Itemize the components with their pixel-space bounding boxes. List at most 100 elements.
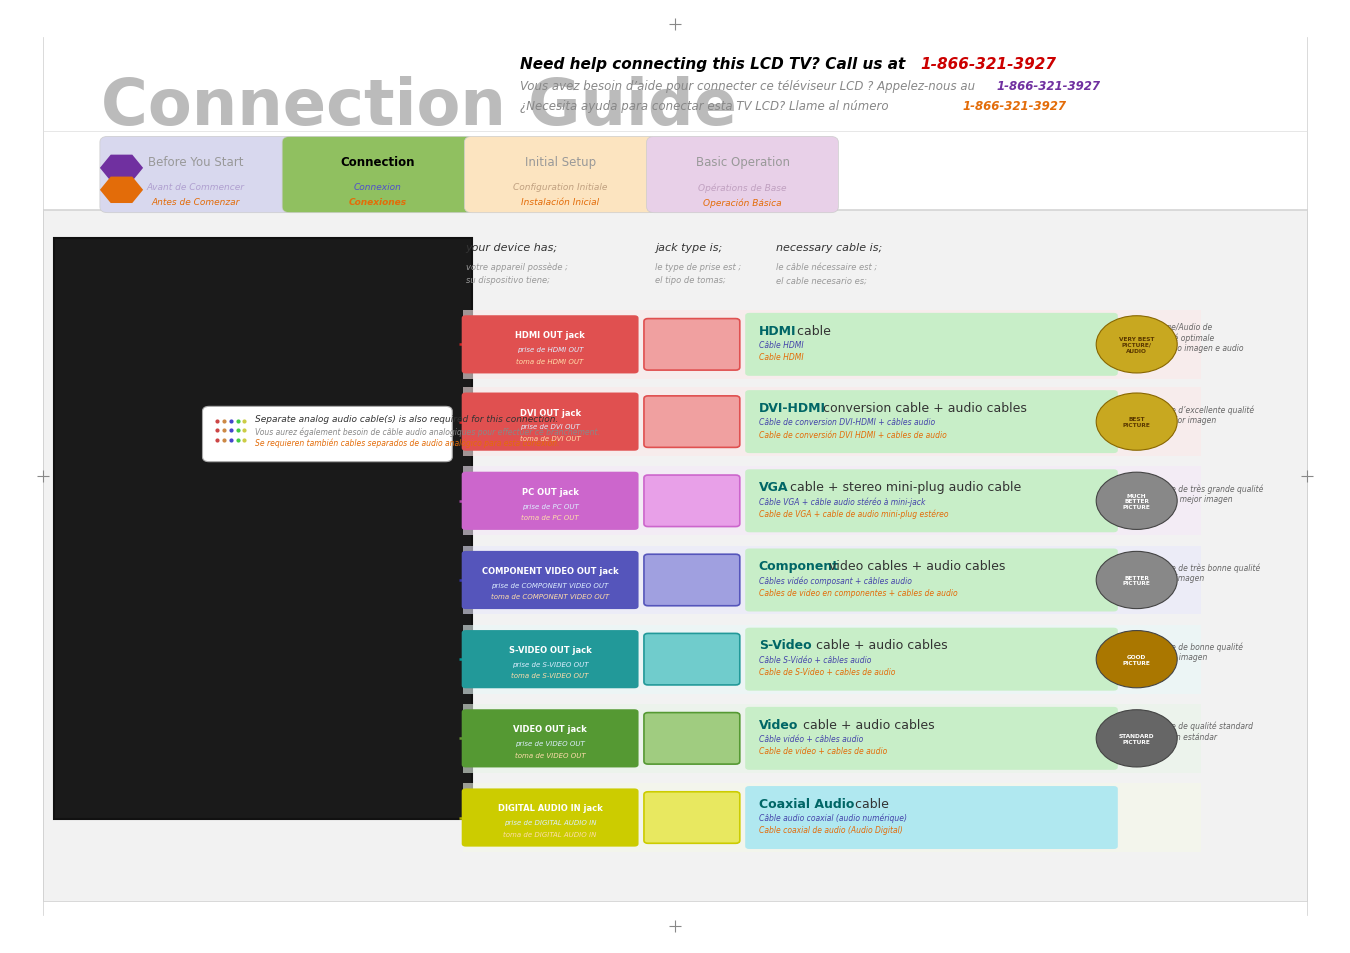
Text: toma de PC OUT: toma de PC OUT [521, 515, 579, 520]
FancyBboxPatch shape [463, 546, 1202, 615]
Text: cable: cable [850, 797, 888, 810]
FancyBboxPatch shape [745, 470, 1118, 533]
Text: Image de très grande qualité
Mucha mejor imagen: Image de très grande qualité Mucha mejor… [1152, 484, 1262, 503]
Text: video cables + audio cables: video cables + audio cables [825, 559, 1006, 573]
FancyBboxPatch shape [644, 792, 740, 843]
FancyBboxPatch shape [745, 549, 1118, 612]
FancyBboxPatch shape [463, 783, 1202, 852]
Text: Configuration Initiale: Configuration Initiale [513, 183, 608, 192]
Text: Video: Video [759, 718, 798, 731]
Text: STANDARD
PICTURE: STANDARD PICTURE [1119, 733, 1154, 744]
FancyBboxPatch shape [745, 314, 1118, 376]
Text: Cables de video en componentes + cables de audio: Cables de video en componentes + cables … [759, 588, 957, 598]
Text: el cable necesario es;: el cable necesario es; [776, 276, 867, 285]
Text: su dispositivo tiene;: su dispositivo tiene; [466, 276, 549, 285]
FancyBboxPatch shape [745, 628, 1118, 691]
Text: Câbles vidéo composant + câbles audio: Câbles vidéo composant + câbles audio [759, 576, 911, 585]
Text: cable + audio cables: cable + audio cables [813, 639, 948, 652]
Text: Câble S-Vidéo + câbles audio: Câble S-Vidéo + câbles audio [759, 655, 871, 664]
Text: Connection: Connection [340, 155, 416, 169]
Text: prise de S-VIDEO OUT: prise de S-VIDEO OUT [512, 661, 589, 667]
Text: Initial Setup: Initial Setup [525, 155, 595, 169]
Text: toma de DIGITAL AUDIO IN: toma de DIGITAL AUDIO IN [504, 831, 597, 837]
Text: le câble nécessaire est ;: le câble nécessaire est ; [776, 263, 878, 272]
FancyBboxPatch shape [745, 786, 1118, 849]
FancyBboxPatch shape [463, 625, 1202, 694]
Text: Opérations de Base: Opérations de Base [698, 183, 787, 193]
Text: DIGITAL AUDIO IN jack: DIGITAL AUDIO IN jack [498, 803, 602, 813]
Text: HDMI OUT jack: HDMI OUT jack [516, 331, 585, 340]
Text: MUCH
BETTER
PICTURE: MUCH BETTER PICTURE [1123, 493, 1150, 510]
Text: Câble HDMI: Câble HDMI [759, 340, 803, 350]
Text: DVI OUT jack: DVI OUT jack [520, 408, 580, 417]
FancyBboxPatch shape [462, 551, 639, 610]
Text: S-VIDEO OUT jack: S-VIDEO OUT jack [509, 645, 591, 655]
Text: Basic Operation: Basic Operation [695, 155, 790, 169]
Text: 1-866-321-3927: 1-866-321-3927 [963, 99, 1066, 112]
Text: Image de très bonne qualité
Mejor imagen: Image de très bonne qualité Mejor imagen [1152, 563, 1260, 582]
Text: Câble de conversion DVI-HDMI + câbles audio: Câble de conversion DVI-HDMI + câbles au… [759, 417, 934, 427]
Text: COMPONENT VIDEO OUT jack: COMPONENT VIDEO OUT jack [482, 566, 618, 576]
Text: Connection Guide: Connection Guide [101, 76, 737, 138]
Text: Se requieren también cables separados de audio analógico para esta conexión.: Se requieren también cables separados de… [255, 438, 560, 448]
Text: el tipo de tomas;: el tipo de tomas; [655, 276, 726, 285]
Text: Image de bonne qualité
Buena imagen: Image de bonne qualité Buena imagen [1152, 642, 1242, 661]
Text: Câble VGA + câble audio stéréo à mini-jack: Câble VGA + câble audio stéréo à mini-ja… [759, 497, 925, 506]
Text: prise de DIGITAL AUDIO IN: prise de DIGITAL AUDIO IN [504, 820, 597, 825]
FancyBboxPatch shape [462, 473, 639, 531]
Text: 1-866-321-3927: 1-866-321-3927 [921, 56, 1057, 71]
Text: 1-866-321-3927: 1-866-321-3927 [996, 79, 1100, 92]
Circle shape [1096, 552, 1177, 609]
FancyBboxPatch shape [462, 393, 639, 451]
Text: Need help connecting this LCD TV? Call us at: Need help connecting this LCD TV? Call u… [520, 56, 910, 71]
Text: BEST
PICTURE: BEST PICTURE [1123, 416, 1150, 428]
Text: Vous aurez également besoin de câble audio analogiques pour effectuer ce branche: Vous aurez également besoin de câble aud… [255, 427, 599, 436]
Text: ¿Necesita ayuda para conectar esta TV LCD? Llame al número: ¿Necesita ayuda para conectar esta TV LC… [520, 99, 892, 112]
Text: Coaxial Audio: Coaxial Audio [759, 797, 855, 810]
FancyBboxPatch shape [463, 388, 1202, 456]
Text: toma de COMPONENT VIDEO OUT: toma de COMPONENT VIDEO OUT [491, 594, 609, 599]
FancyBboxPatch shape [644, 634, 740, 685]
Text: Câble vidéo + câbles audio: Câble vidéo + câbles audio [759, 734, 863, 743]
Text: votre appareil possède ;: votre appareil possède ; [466, 262, 568, 272]
FancyBboxPatch shape [100, 137, 292, 213]
Text: VERY BEST
PICTURE/
AUDIO: VERY BEST PICTURE/ AUDIO [1119, 336, 1154, 354]
Text: le type de prise est ;: le type de prise est ; [655, 263, 741, 272]
Text: necessary cable is;: necessary cable is; [776, 243, 883, 253]
Text: toma de DVI OUT: toma de DVI OUT [520, 436, 580, 441]
Text: prise de HDMI OUT: prise de HDMI OUT [517, 347, 583, 353]
FancyBboxPatch shape [463, 311, 1202, 379]
Text: conversion cable + audio cables: conversion cable + audio cables [818, 401, 1026, 415]
Text: cable + audio cables: cable + audio cables [799, 718, 934, 731]
FancyBboxPatch shape [644, 476, 740, 527]
FancyBboxPatch shape [464, 137, 656, 213]
Text: cable: cable [792, 324, 830, 337]
Text: Cable de VGA + cable de audio mini-plug estéreo: Cable de VGA + cable de audio mini-plug … [759, 509, 948, 518]
Text: VGA: VGA [759, 480, 788, 494]
Text: Conexiones: Conexiones [348, 198, 408, 207]
Text: DVI-HDMI: DVI-HDMI [759, 401, 826, 415]
Text: Câble audio coaxial (audio numérique): Câble audio coaxial (audio numérique) [759, 813, 907, 822]
FancyBboxPatch shape [462, 789, 639, 847]
Text: Before You Start: Before You Start [148, 155, 243, 169]
FancyBboxPatch shape [43, 211, 1307, 901]
FancyBboxPatch shape [647, 137, 838, 213]
Circle shape [1096, 394, 1177, 451]
Text: your device has;: your device has; [466, 243, 558, 253]
Text: toma de HDMI OUT: toma de HDMI OUT [517, 358, 583, 364]
Text: prise de DVI OUT: prise de DVI OUT [520, 424, 580, 430]
FancyBboxPatch shape [462, 315, 639, 375]
Text: GOOD
PICTURE: GOOD PICTURE [1123, 654, 1150, 665]
FancyBboxPatch shape [644, 319, 740, 371]
Circle shape [1096, 631, 1177, 688]
Text: Cable de video + cables de audio: Cable de video + cables de audio [759, 746, 887, 756]
Circle shape [1096, 473, 1177, 530]
Text: prise de PC OUT: prise de PC OUT [521, 503, 579, 509]
Text: Vous avez besoin d’aide pour connecter ce téléviseur LCD ? Appelez-nous au: Vous avez besoin d’aide pour connecter c… [520, 79, 979, 92]
Text: VIDEO OUT jack: VIDEO OUT jack [513, 724, 587, 734]
FancyBboxPatch shape [644, 555, 740, 606]
Text: Cable HDMI: Cable HDMI [759, 353, 803, 362]
Text: Operación Básica: Operación Básica [703, 198, 782, 208]
Text: PC OUT jack: PC OUT jack [521, 487, 579, 497]
Text: cable + stereo mini-plug audio cable: cable + stereo mini-plug audio cable [786, 480, 1022, 494]
